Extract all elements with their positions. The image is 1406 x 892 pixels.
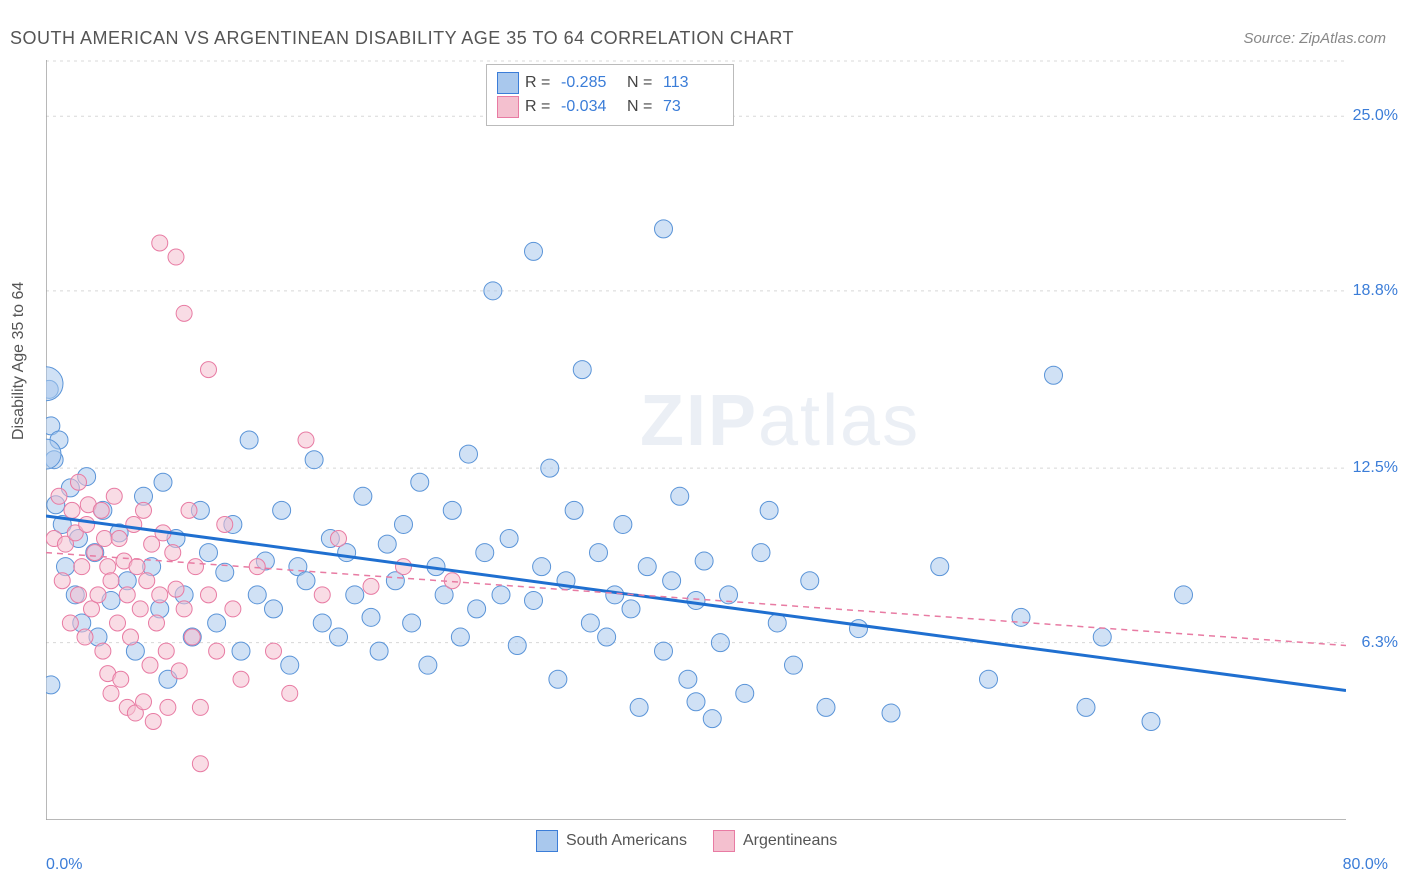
y-tick-label: 6.3%	[1362, 634, 1398, 652]
scatter-plot	[46, 60, 1346, 820]
y-tick-label: 18.8%	[1353, 282, 1398, 300]
legend-label: Argentineans	[743, 832, 837, 850]
y-axis-label: Disability Age 35 to 64	[10, 282, 28, 440]
chart-title: SOUTH AMERICAN VS ARGENTINEAN DISABILITY…	[10, 28, 794, 49]
series-legend: South Americans Argentineans	[536, 830, 855, 852]
legend-swatch	[536, 830, 558, 852]
x-axis-min-label: 0.0%	[46, 856, 82, 874]
y-tick-label: 25.0%	[1353, 107, 1398, 125]
y-tick-label: 12.5%	[1353, 459, 1398, 477]
correlation-legend: R =-0.285N =113R =-0.034N =73	[486, 64, 734, 126]
legend-label: South Americans	[566, 832, 687, 850]
legend-row: R =-0.285N =113	[497, 71, 723, 95]
legend-swatch	[713, 830, 735, 852]
source-attribution: Source: ZipAtlas.com	[1243, 30, 1386, 47]
legend-row: R =-0.034N =73	[497, 95, 723, 119]
x-axis-max-label: 80.0%	[1343, 856, 1388, 874]
